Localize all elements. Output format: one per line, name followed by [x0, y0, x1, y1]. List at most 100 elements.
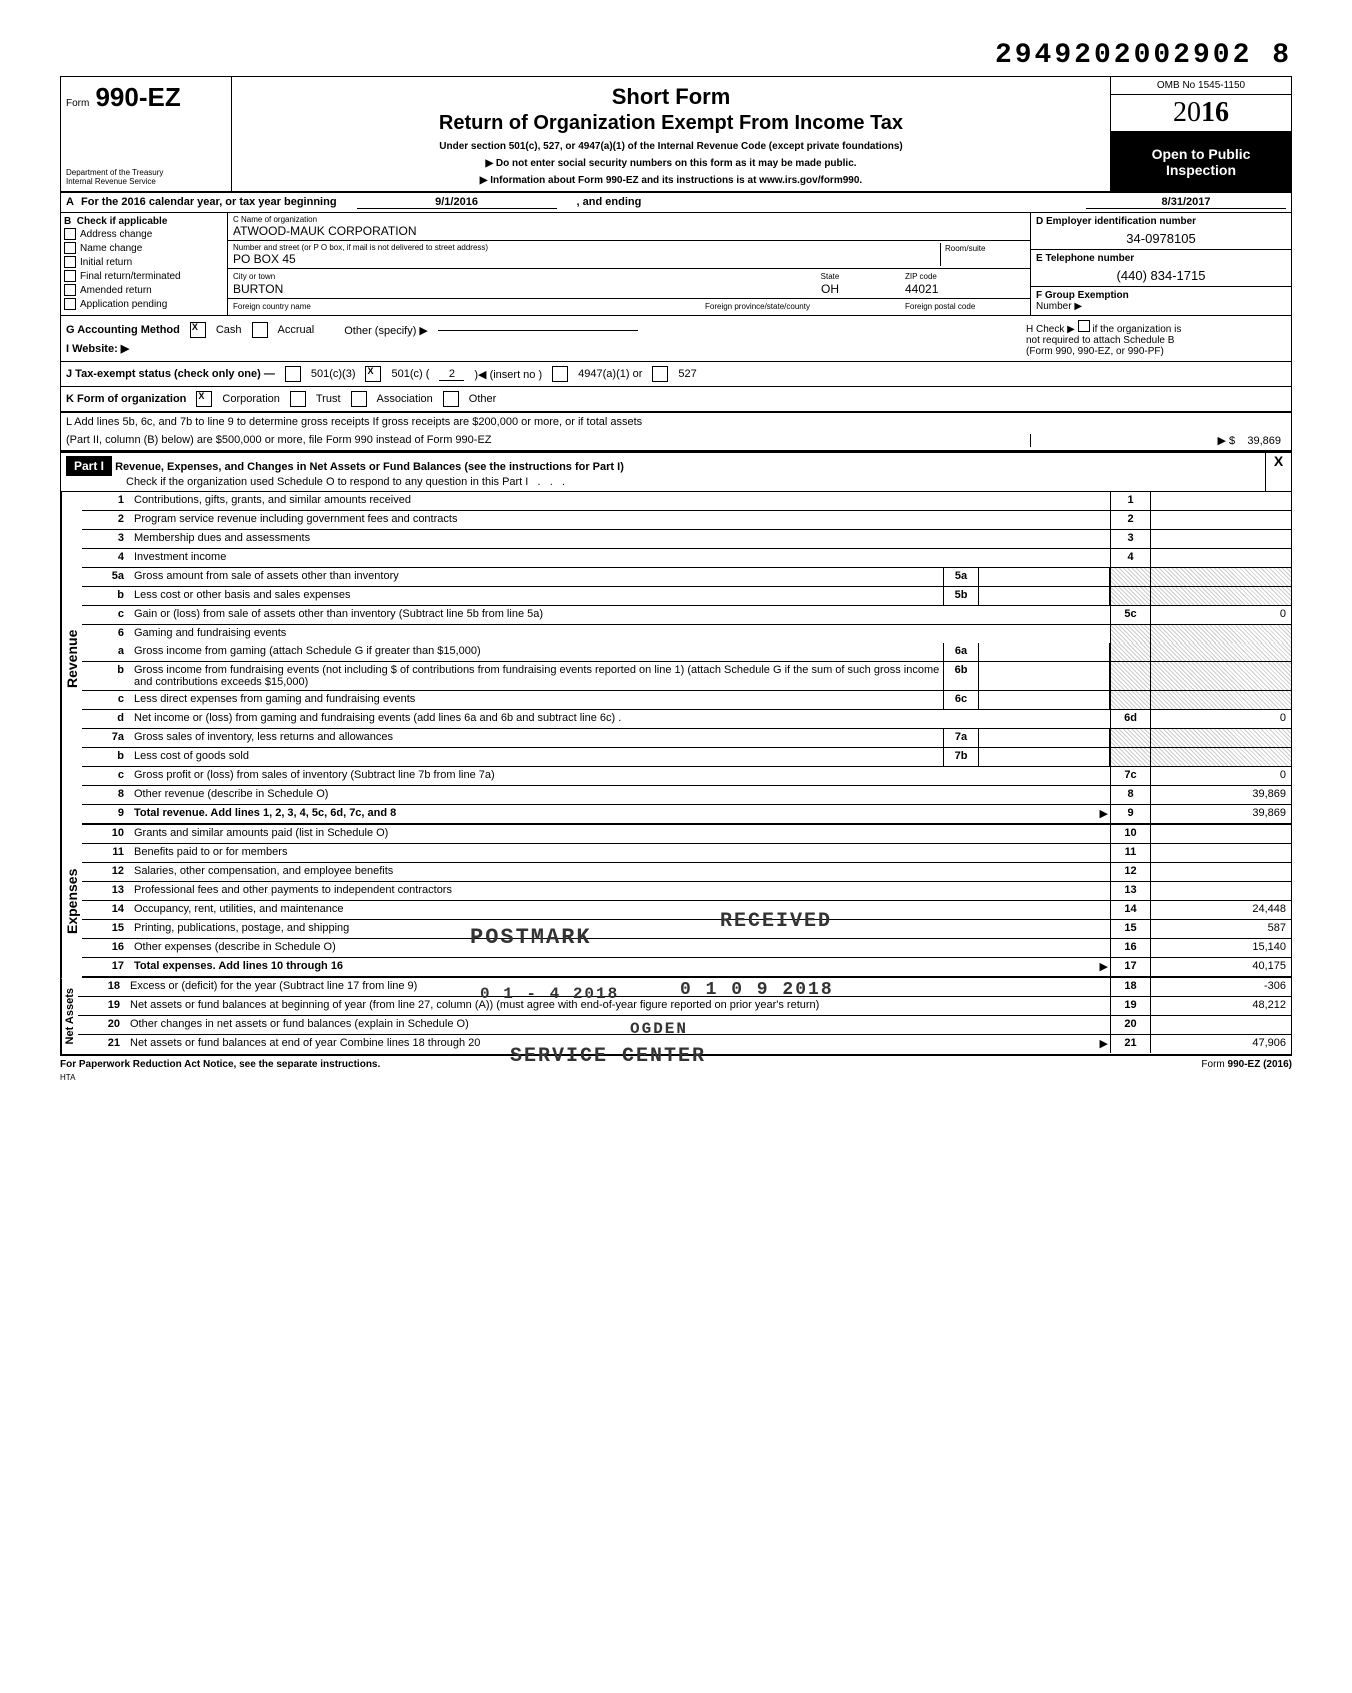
chk-corp[interactable]: [196, 391, 212, 407]
chk-amended[interactable]: [64, 284, 76, 296]
val-5a[interactable]: [979, 568, 1110, 586]
chk-527[interactable]: [652, 366, 668, 382]
val-10[interactable]: [1150, 825, 1291, 843]
org-address[interactable]: PO BOX 45: [233, 252, 940, 266]
chk-cash[interactable]: [190, 322, 206, 338]
line-5c: Gain or (loss) from sale of assets other…: [132, 606, 1110, 624]
val-15[interactable]: 587: [1150, 920, 1291, 938]
org-name[interactable]: ATWOOD-MAUK CORPORATION: [233, 224, 1025, 238]
val-17[interactable]: 40,175: [1150, 958, 1291, 976]
val-6b[interactable]: [979, 662, 1110, 690]
val-7c[interactable]: 0: [1150, 767, 1291, 785]
chk-assoc[interactable]: [351, 391, 367, 407]
line-1: Contributions, gifts, grants, and simila…: [132, 492, 1110, 510]
form-header: Form 990-EZ Department of the Treasury I…: [60, 76, 1292, 193]
line-18: Excess or (deficit) for the year (Subtra…: [128, 978, 1110, 996]
line-7a: Gross sales of inventory, less returns a…: [132, 729, 943, 747]
accounting-label: G Accounting Method: [66, 324, 180, 336]
chk-4947[interactable]: [552, 366, 568, 382]
chk-pending[interactable]: [64, 298, 76, 310]
group-exempt-label: F Group Exemption: [1036, 290, 1129, 301]
val-13[interactable]: [1150, 882, 1291, 900]
ein-value: 34-0978105: [1036, 231, 1286, 246]
org-city[interactable]: BURTON: [233, 282, 283, 296]
line-19: Net assets or fund balances at beginning…: [128, 997, 1110, 1015]
val-16[interactable]: 15,140: [1150, 939, 1291, 957]
dept-irs: Internal Revenue Service: [66, 177, 226, 186]
val-2[interactable]: [1150, 511, 1291, 529]
val-18[interactable]: -306: [1150, 978, 1291, 996]
gross-receipts: 39,869: [1247, 435, 1281, 447]
chk-address-change[interactable]: [64, 228, 76, 240]
val-5c[interactable]: 0: [1150, 606, 1291, 624]
footer-hta: HTA: [60, 1073, 1292, 1082]
year-end[interactable]: 8/31/2017: [1086, 196, 1286, 209]
val-21[interactable]: 47,906: [1150, 1035, 1291, 1053]
footer-right: Form 990-EZ (2016): [1201, 1059, 1292, 1070]
foreign-postal-label: Foreign postal code: [905, 302, 975, 311]
val-7b[interactable]: [979, 748, 1110, 766]
dept-treasury: Department of the Treasury: [66, 168, 226, 177]
tax-year: 2016: [1111, 95, 1291, 132]
line-13: Professional fees and other payments to …: [132, 882, 1110, 900]
footer-left: For Paperwork Reduction Act Notice, see …: [60, 1059, 380, 1070]
city-label: City or town: [233, 272, 275, 281]
chk-initial-return[interactable]: [64, 256, 76, 268]
line-5b: Less cost or other basis and sales expen…: [132, 587, 943, 605]
part1-tag: Part I: [66, 456, 112, 476]
part1-check[interactable]: X: [1265, 453, 1291, 491]
val-5b[interactable]: [979, 587, 1110, 605]
val-20[interactable]: [1150, 1016, 1291, 1034]
line-6: Gaming and fundraising events: [132, 625, 1110, 643]
chk-501c[interactable]: [365, 366, 381, 382]
subtitle-2: ▶ Do not enter social security numbers o…: [247, 158, 1095, 169]
val-3[interactable]: [1150, 530, 1291, 548]
zip-label: ZIP code: [905, 272, 937, 281]
line-6c: Less direct expenses from gaming and fun…: [132, 691, 943, 709]
501c-number[interactable]: 2: [439, 368, 464, 381]
open-inspection: Open to PublicInspection: [1111, 132, 1291, 191]
other-specify-input[interactable]: [438, 330, 638, 331]
val-12[interactable]: [1150, 863, 1291, 881]
year-begin[interactable]: 9/1/2016: [357, 196, 557, 209]
chk-other-org[interactable]: [443, 391, 459, 407]
subtitle-3: ▶ Information about Form 990-EZ and its …: [247, 175, 1095, 186]
state-label: State: [821, 272, 840, 281]
line-l-text1: L Add lines 5b, 6c, and 7b to line 9 to …: [66, 416, 642, 428]
val-1[interactable]: [1150, 492, 1291, 510]
val-4[interactable]: [1150, 549, 1291, 567]
line-10: Grants and similar amounts paid (list in…: [132, 825, 1110, 843]
chk-schedule-b[interactable]: [1078, 320, 1090, 332]
other-specify: Other (specify) ▶: [344, 324, 428, 337]
row-a: A For the 2016 calendar year, or tax yea…: [60, 193, 1292, 213]
foreign-prov-label: Foreign province/state/county: [705, 302, 810, 311]
line-2: Program service revenue including govern…: [132, 511, 1110, 529]
chk-final-return[interactable]: [64, 270, 76, 282]
part1-title: Revenue, Expenses, and Changes in Net As…: [115, 461, 624, 473]
chk-name-change[interactable]: [64, 242, 76, 254]
form-title-1: Short Form: [247, 84, 1095, 110]
val-7a[interactable]: [979, 729, 1110, 747]
part1-sub: Check if the organization used Schedule …: [126, 476, 528, 488]
val-6a[interactable]: [979, 643, 1110, 661]
val-8[interactable]: 39,869: [1150, 786, 1291, 804]
chk-trust[interactable]: [290, 391, 306, 407]
foreign-country-label: Foreign country name: [233, 302, 311, 311]
org-zip[interactable]: 44021: [905, 282, 938, 296]
line-16: Other expenses (describe in Schedule O): [132, 939, 1110, 957]
chk-accrual[interactable]: [252, 322, 268, 338]
org-state[interactable]: OH: [821, 282, 839, 296]
val-6c[interactable]: [979, 691, 1110, 709]
group-exempt-number: Number ▶: [1036, 301, 1082, 312]
line-7c: Gross profit or (loss) from sales of inv…: [132, 767, 1110, 785]
org-name-label: C Name of organization: [233, 215, 1025, 224]
chk-501c3[interactable]: [285, 366, 301, 382]
val-11[interactable]: [1150, 844, 1291, 862]
val-14[interactable]: 24,448: [1150, 901, 1291, 919]
val-9[interactable]: 39,869: [1150, 805, 1291, 823]
val-6d[interactable]: 0: [1150, 710, 1291, 728]
val-19[interactable]: 48,212: [1150, 997, 1291, 1015]
phone-value: (440) 834-1715: [1036, 268, 1286, 283]
line-6b: Gross income from fundraising events (no…: [132, 662, 943, 690]
line-14: Occupancy, rent, utilities, and maintena…: [132, 901, 1110, 919]
